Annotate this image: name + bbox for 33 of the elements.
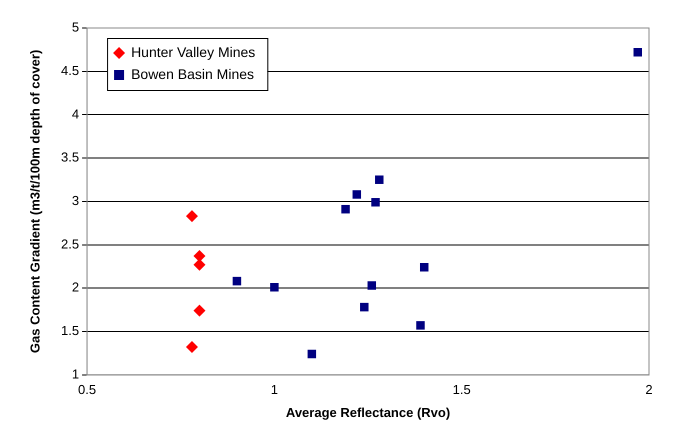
point: [232, 276, 242, 286]
point: [352, 190, 362, 199]
point: [186, 341, 198, 354]
point: [368, 281, 376, 290]
x-tick-label: 2: [645, 382, 653, 398]
point: [270, 282, 279, 292]
x-tick-label: 0.5: [78, 382, 96, 398]
y-tick-label: 3.5: [60, 150, 80, 165]
point: [420, 263, 428, 272]
y-tick-label: 1: [72, 366, 80, 382]
y-axis-title: Gas Content Gradient (m3/t/100m depth of cover): [28, 50, 43, 354]
y-tick-label: 2: [72, 280, 80, 295]
legend-label: Bowen Basin Mines: [131, 66, 254, 82]
x-tick-label: 1.5: [452, 382, 471, 398]
y-tick-label: 4: [72, 106, 80, 122]
y-tick-label: 1.5: [60, 323, 80, 338]
y-tick-label: 3: [72, 192, 80, 208]
point: [416, 321, 425, 330]
point: [371, 198, 380, 207]
point: [186, 210, 198, 222]
point: [360, 302, 369, 312]
y-tick-label: 4.5: [60, 62, 80, 78]
x-tick-label: 1: [270, 382, 278, 398]
y-tick-label: 2.5: [60, 236, 80, 252]
point: [634, 48, 642, 57]
point: [341, 204, 350, 214]
legend-label: Hunter Valley Mines: [131, 44, 256, 60]
x-axis-title: Average Reflectance (Rvo): [286, 404, 450, 420]
y-tick-label: 5: [72, 20, 80, 35]
point: [193, 304, 206, 317]
point: [193, 258, 206, 271]
point: [375, 175, 384, 184]
point: [308, 350, 316, 358]
